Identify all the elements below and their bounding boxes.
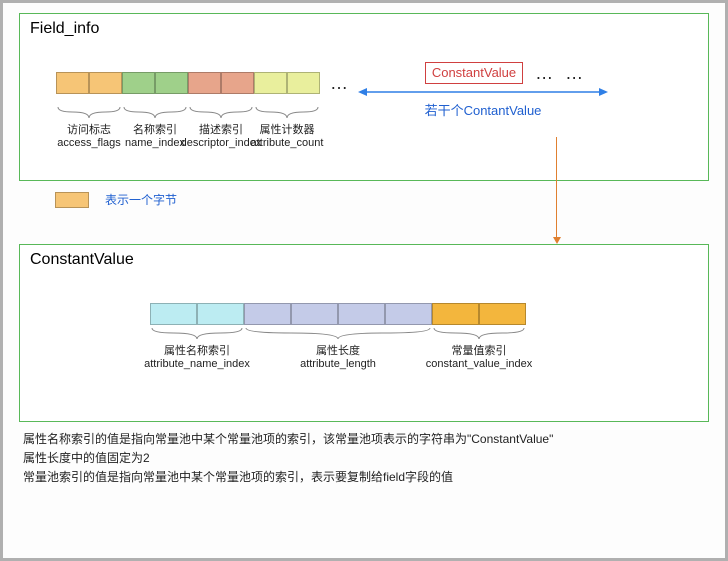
footnotes: 属性名称索引的值是指向常量池中某个常量池项的索引，该常量池项表示的字符串为"Co…: [19, 430, 709, 488]
byte-cell: [244, 303, 291, 325]
ellipsis: …: [535, 62, 553, 84]
field-info-title: Field_info: [20, 14, 708, 38]
brace-cell: 访问标志access_flags: [56, 105, 122, 149]
group-label-en: access_flags: [57, 137, 121, 149]
byte-cell: [479, 303, 526, 325]
footnote-line: 属性长度中的值固定为2: [23, 449, 709, 468]
byte-group: [122, 72, 188, 94]
footnote-line: 属性名称索引的值是指向常量池中某个常量池项的索引，该常量池项表示的字符串为"Co…: [23, 430, 709, 449]
legend-swatch: [55, 192, 89, 208]
footnote-line: 常量池索引的值是指向常量池中某个常量池项的索引，表示要复制给field字段的值: [23, 468, 709, 487]
group-label-en: attribute_length: [300, 358, 376, 370]
field-brace-row: 访问标志access_flags 名称索引name_index 描述索引desc…: [20, 105, 708, 149]
byte-group: [188, 72, 254, 94]
legend: 表示一个字节: [19, 187, 709, 208]
constant-byte-row: [20, 303, 708, 325]
byte-cell: [56, 72, 89, 94]
byte-cell: [150, 303, 197, 325]
byte-group: [254, 72, 320, 94]
legend-text: 表示一个字节: [105, 191, 177, 208]
group-label-cn: 访问标志: [67, 121, 111, 137]
arrow-label: 若干个ContantValue: [425, 100, 542, 119]
group-label-en: attribute_count: [251, 137, 324, 149]
byte-cell: [385, 303, 432, 325]
constant-value-box: ConstantValue: [425, 62, 523, 84]
brace-cell: 属性名称索引attribute_name_index: [150, 326, 244, 370]
brace-icon: [254, 105, 320, 119]
group-label-cn: 属性长度: [316, 342, 360, 358]
field-info-panel: Field_info … ConstantValue … … 若干个ContantVa…: [19, 13, 709, 181]
group-label-cn: 常量值索引: [452, 342, 507, 358]
ellipsis: …: [565, 62, 583, 84]
byte-cell: [89, 72, 122, 94]
byte-cell: [188, 72, 221, 94]
brace-cell: 属性计数器attribute_count: [254, 105, 320, 149]
constant-value-span: ConstantValue…… 若干个ContantValue: [358, 62, 608, 104]
brace-cell: 描述索引descriptor_index: [188, 105, 254, 149]
brace-icon: [122, 105, 188, 119]
group-label-cn: 属性计数器: [260, 121, 315, 137]
brace-cell: 常量值索引constant_value_index: [432, 326, 526, 370]
byte-cell: [338, 303, 385, 325]
byte-group: [56, 72, 122, 94]
brace-cell: 名称索引name_index: [122, 105, 188, 149]
group-label-cn: 名称索引: [133, 121, 177, 137]
brace-icon: [56, 105, 122, 119]
connector-arrow: [556, 137, 561, 244]
byte-group: [244, 303, 432, 325]
group-label-en: descriptor_index: [181, 137, 262, 149]
byte-cell: [197, 303, 244, 325]
group-label-cn: 属性名称索引: [164, 342, 230, 358]
group-label-en: attribute_name_index: [144, 358, 250, 370]
brace-cell: 属性长度attribute_length: [244, 326, 432, 370]
constant-value-panel: ConstantValue 属性名称索引attribute_name_index…: [19, 244, 709, 422]
ellipsis: …: [330, 72, 348, 94]
byte-group: [432, 303, 526, 325]
byte-cell: [287, 72, 320, 94]
group-label-en: constant_value_index: [426, 358, 532, 370]
constant-value-title: ConstantValue: [20, 245, 708, 269]
brace-icon: [244, 326, 432, 340]
byte-cell: [291, 303, 338, 325]
diagram-canvas: Field_info … ConstantValue … … 若干个ContantVa…: [0, 0, 728, 561]
byte-group: [150, 303, 244, 325]
group-label-cn: 描述索引: [199, 121, 243, 137]
brace-icon: [432, 326, 526, 340]
brace-icon: [150, 326, 244, 340]
byte-cell: [155, 72, 188, 94]
byte-cell: [221, 72, 254, 94]
byte-cell: [122, 72, 155, 94]
byte-cell: [254, 72, 287, 94]
constant-brace-row: 属性名称索引attribute_name_index 属性长度attribute…: [20, 326, 708, 370]
field-byte-row: …ConstantValue…… 若干个ContantValue: [20, 62, 708, 104]
byte-cell: [432, 303, 479, 325]
brace-icon: [188, 105, 254, 119]
group-label-en: name_index: [125, 137, 185, 149]
